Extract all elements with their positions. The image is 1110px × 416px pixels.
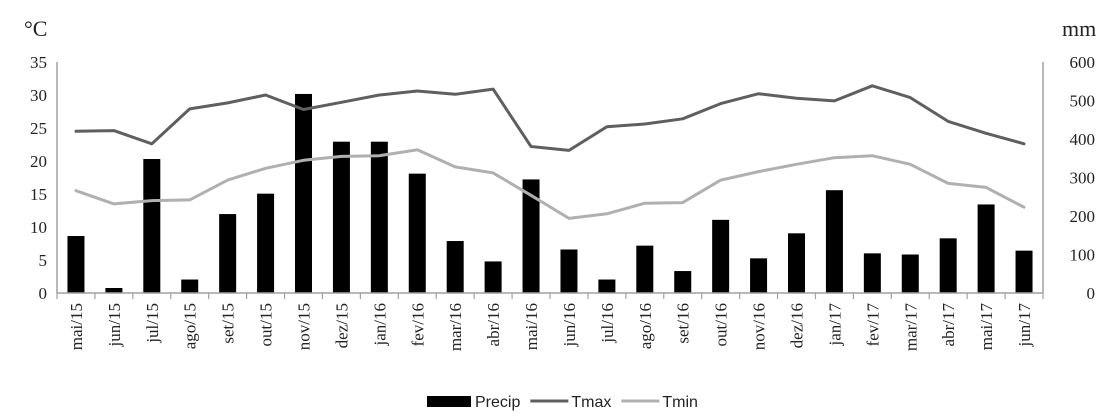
x-tick-label: nov/15 xyxy=(295,303,314,350)
x-tick-label: mai/16 xyxy=(522,303,541,350)
right-tick-label: 300 xyxy=(1070,169,1096,188)
right-tick-label: 500 xyxy=(1070,92,1096,111)
left-tick-label: 30 xyxy=(30,86,47,105)
precip-bar xyxy=(295,93,312,293)
temperature-lines xyxy=(74,84,1026,220)
x-tick-label: jul/16 xyxy=(598,303,617,344)
precip-bar xyxy=(446,241,464,293)
left-tick-label: 20 xyxy=(30,152,47,171)
x-tick-label: out/15 xyxy=(257,303,276,346)
x-tick-label: jun/16 xyxy=(560,303,579,347)
right-axis-unit: mm xyxy=(1062,16,1096,41)
x-tick-label: mar/16 xyxy=(446,303,465,351)
precip-bar xyxy=(560,249,578,293)
left-tick-label: 25 xyxy=(30,119,47,138)
left-tick-label: 0 xyxy=(39,284,48,303)
precip-bar xyxy=(370,141,388,293)
precip-bar xyxy=(863,253,881,293)
left-tick-label: 5 xyxy=(39,251,48,270)
precip-bar xyxy=(257,193,275,293)
right-tick-label: 400 xyxy=(1070,130,1096,149)
left-tick-label: 10 xyxy=(30,218,47,237)
legend-label-precip: Precip xyxy=(475,394,520,411)
left-axis-unit: °C xyxy=(24,16,47,41)
precip-bar xyxy=(105,287,123,293)
precip-bar xyxy=(977,204,995,293)
x-tick-label: fev/17 xyxy=(863,303,882,347)
x-tick-label: fev/16 xyxy=(408,303,427,346)
precip-bar xyxy=(598,279,616,293)
precip-bar xyxy=(939,238,957,293)
precip-bar xyxy=(219,214,237,293)
x-tick-label: mai/15 xyxy=(67,303,86,350)
x-tick-label: jun/17 xyxy=(1015,303,1034,348)
right-axis-ticks: 0 100 200 300 400 500 600 xyxy=(1070,53,1096,303)
left-tick-label: 15 xyxy=(30,185,47,204)
x-tick-label: ago/16 xyxy=(636,303,655,349)
tmin-line xyxy=(74,148,1026,220)
x-tick-label: mar/17 xyxy=(901,303,920,352)
x-tick-label: set/15 xyxy=(219,303,238,344)
left-tick-label: 35 xyxy=(30,53,47,72)
precip-bar xyxy=(67,236,85,293)
precip-bar xyxy=(143,159,161,293)
precip-bar xyxy=(181,279,199,293)
precip-bar xyxy=(408,173,426,293)
x-tick-label: jan/17 xyxy=(825,303,844,347)
legend-label-tmax: Tmax xyxy=(571,394,611,411)
left-axis-ticks: 0 5 10 15 20 25 30 35 xyxy=(30,53,47,303)
precip-bar xyxy=(484,261,502,293)
axes xyxy=(56,62,1044,299)
right-tick-label: 200 xyxy=(1070,207,1096,226)
x-tick-label: abr/16 xyxy=(484,303,503,346)
precip-bar xyxy=(522,179,540,293)
x-axis-labels: mai/15 jun/15 jul/15 ago/15 set/15 out/15 nov/… xyxy=(67,303,1034,352)
x-tick-label: jan/16 xyxy=(370,303,389,347)
legend: Precip Tmax Tmin xyxy=(427,394,698,411)
right-tick-label: 600 xyxy=(1070,53,1096,72)
precip-bar xyxy=(825,190,843,293)
precip-bar xyxy=(712,219,730,293)
precip-bars xyxy=(67,93,1033,293)
x-tick-label: dez/16 xyxy=(788,303,807,348)
precip-bar xyxy=(750,258,768,293)
legend-swatch-precip xyxy=(427,396,471,407)
precip-bar xyxy=(674,271,692,293)
x-tick-label: mai/17 xyxy=(977,303,996,351)
right-tick-label: 100 xyxy=(1070,246,1096,265)
precip-bar xyxy=(332,141,350,293)
x-tick-label: set/16 xyxy=(674,303,693,344)
legend-label-tmin: Tmin xyxy=(662,394,698,411)
x-tick-label: abr/17 xyxy=(939,303,958,347)
x-tick-label: out/16 xyxy=(712,303,731,346)
x-tick-label: jun/15 xyxy=(105,303,124,347)
right-tick-label: 0 xyxy=(1087,284,1096,303)
x-tick-label: dez/15 xyxy=(332,303,351,348)
x-tick-label: nov/16 xyxy=(750,303,769,350)
x-tick-label: jul/15 xyxy=(143,303,162,344)
precip-bar xyxy=(1015,250,1033,293)
precip-bar xyxy=(901,254,919,293)
x-tick-label: ago/15 xyxy=(181,303,200,349)
precip-bar xyxy=(788,233,805,293)
tmax-line xyxy=(74,84,1026,152)
precip-bar xyxy=(636,245,654,293)
